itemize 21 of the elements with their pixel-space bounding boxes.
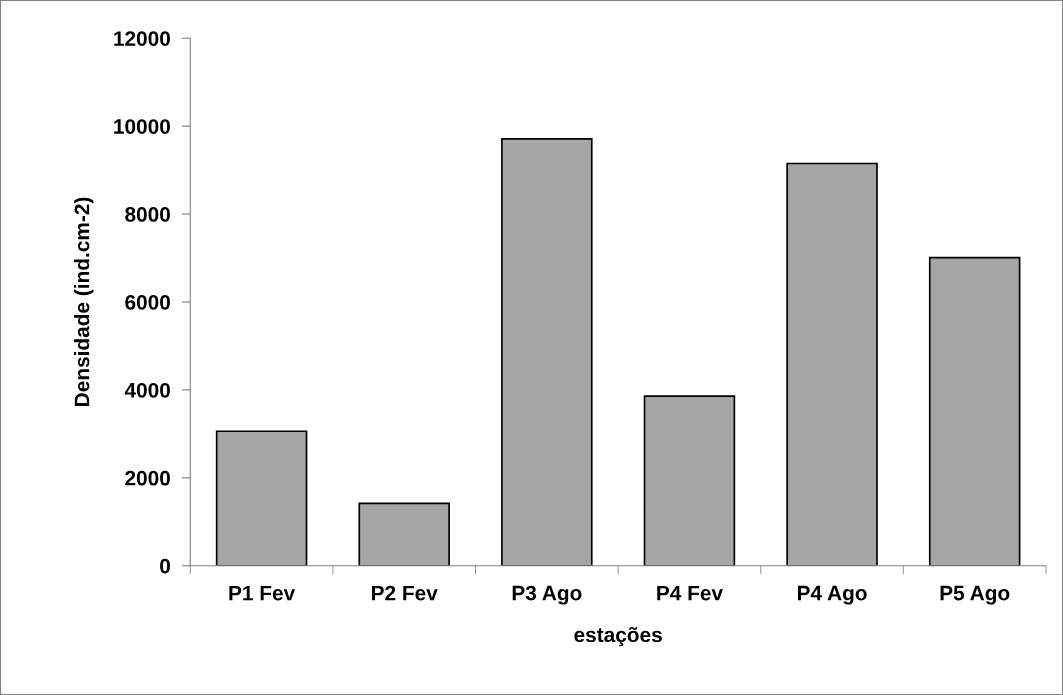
x-tick-label: P1 Fev bbox=[229, 585, 296, 601]
x-tick-label: P4 Ago bbox=[797, 585, 867, 605]
bar bbox=[501, 138, 593, 566]
x-tick-label: P3 Ago bbox=[512, 585, 582, 605]
y-tick-label: 6000 bbox=[125, 294, 170, 310]
bar bbox=[215, 430, 308, 566]
y-tick-label: 8000 bbox=[125, 207, 170, 222]
y-tick-label: 4000 bbox=[124, 382, 170, 398]
bar bbox=[928, 256, 1021, 566]
x-tick-label: P4 Fev bbox=[657, 585, 723, 601]
x-axis-title: estações bbox=[574, 626, 662, 647]
y-tick-label: 12000 bbox=[114, 31, 170, 46]
bar bbox=[358, 502, 450, 566]
y-tick-label: 0 bbox=[160, 558, 170, 574]
y-tick-label: 2000 bbox=[125, 470, 170, 486]
y-axis-title: Densidade (ind.cm-2) bbox=[74, 197, 94, 406]
bar bbox=[643, 395, 736, 566]
x-tick-label: P2 Fev bbox=[372, 585, 438, 601]
bar bbox=[786, 162, 878, 566]
x-tick-label: P5 Ago bbox=[940, 585, 1010, 605]
y-tick-label: 10000 bbox=[114, 119, 170, 134]
